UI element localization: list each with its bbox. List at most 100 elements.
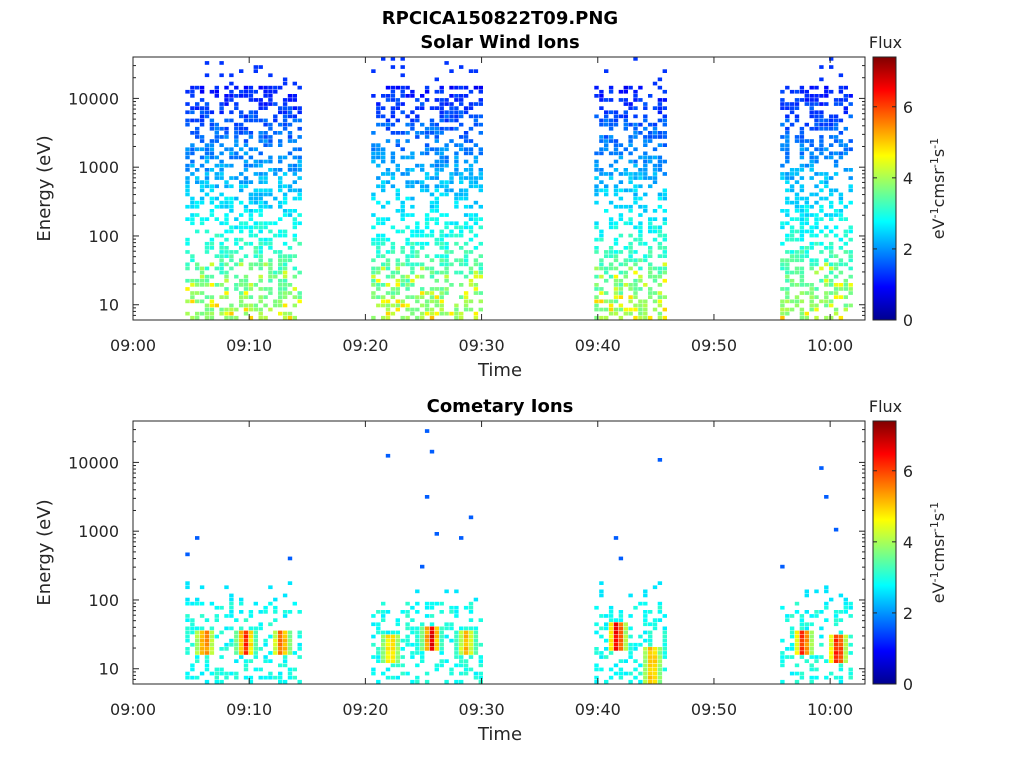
flux-cell: [794, 237, 800, 242]
flux-cell: [278, 270, 283, 275]
flux-cell: [613, 151, 619, 156]
flux-cell: [420, 241, 425, 246]
flux-cell: [381, 315, 386, 320]
flux-cell: [799, 229, 805, 234]
flux-cell: [599, 287, 604, 291]
flux-cell: [278, 122, 283, 127]
flux-cell: [848, 605, 853, 610]
flux-cell: [395, 299, 400, 304]
flux-cell: [229, 204, 234, 209]
flux-cell: [248, 303, 254, 308]
flux-cell: [848, 102, 853, 106]
flux-cell: [814, 675, 819, 680]
flux-cell: [381, 266, 386, 271]
flux-cell: [273, 89, 278, 94]
flux-cell: [224, 278, 229, 283]
flux-cell: [449, 114, 454, 119]
flux-cell: [633, 89, 638, 94]
flux-cell: [843, 283, 848, 287]
flux-cell: [628, 679, 633, 684]
flux-cell: [623, 270, 628, 275]
flux-cell: [604, 147, 609, 152]
flux-cell: [618, 287, 624, 291]
flux-cell: [229, 225, 234, 230]
flux-cell: [385, 299, 391, 304]
flux-cell: [804, 246, 809, 250]
flux-cell: [258, 287, 263, 291]
flux-cell: [390, 65, 396, 69]
flux-cell: [429, 291, 435, 295]
flux-cell: [449, 85, 454, 90]
flux-cell: [444, 188, 449, 193]
flux-cell: [804, 229, 809, 234]
flux-cell: [633, 196, 638, 201]
flux-cell: [454, 168, 459, 172]
flux-cell: [214, 131, 219, 135]
flux-cell: [848, 287, 853, 291]
flux-cell: [799, 638, 805, 643]
flux-cell: [239, 295, 244, 299]
flux-cell: [390, 241, 396, 246]
flux-cell: [371, 155, 376, 160]
flux-cell: [604, 299, 609, 304]
flux-cell: [395, 638, 400, 643]
flux-cell: [804, 89, 809, 94]
flux-cell: [604, 110, 609, 115]
flux-cell: [434, 299, 439, 304]
flux-cell: [424, 307, 430, 312]
flux-cell: [278, 303, 283, 308]
flux-cell: [613, 295, 619, 299]
flux-cell: [833, 172, 839, 176]
flux-cell: [829, 266, 834, 271]
flux-cell: [376, 163, 381, 168]
flux-cell: [243, 131, 249, 135]
flux-cell: [652, 651, 658, 655]
flux-cell: [789, 671, 795, 676]
flux-cell: [224, 307, 229, 312]
flux-cell: [819, 126, 824, 131]
flux-cell: [424, 266, 430, 271]
flux-cell: [604, 679, 609, 684]
flux-cell: [273, 221, 278, 226]
flux-cell: [405, 94, 410, 98]
flux-cell: [814, 614, 819, 618]
flux-cell: [195, 102, 200, 106]
flux-cell: [381, 651, 386, 655]
flux-cell: [618, 614, 624, 618]
flux-cell: [454, 651, 459, 655]
flux-cell: [199, 671, 205, 676]
flux-cell: [463, 303, 469, 308]
flux-cell: [594, 176, 599, 180]
flux-cell: [473, 69, 479, 73]
flux-cell: [287, 188, 293, 193]
flux-cell: [190, 204, 195, 209]
flux-cell: [794, 283, 800, 287]
flux-cell: [633, 98, 638, 102]
flux-cell: [829, 151, 834, 156]
flux-cell: [405, 114, 410, 119]
flux-cell: [405, 225, 410, 230]
flux-cell: [395, 307, 400, 312]
flux-cell: [224, 626, 229, 631]
flux-cell: [633, 237, 638, 242]
x-tick-label: 09:10: [226, 700, 272, 719]
flux-cell: [395, 209, 400, 213]
flux-cell: [439, 303, 444, 308]
flux-cell: [195, 204, 200, 209]
flux-cell: [410, 270, 415, 275]
flux-cell: [278, 630, 283, 635]
flux-cell: [381, 57, 386, 61]
flux-cell: [594, 163, 599, 168]
flux-cell: [292, 81, 297, 86]
flux-cell: [785, 159, 790, 164]
flux-cell: [287, 315, 293, 320]
flux-cell: [628, 122, 633, 127]
flux-cell: [258, 278, 263, 283]
flux-cell: [459, 135, 464, 139]
flux-cell: [843, 94, 848, 98]
flux-cell: [814, 102, 819, 106]
flux-cell: [608, 135, 614, 139]
flux-cell: [420, 262, 425, 267]
flux-cell: [478, 89, 483, 94]
flux-cell: [785, 213, 790, 217]
